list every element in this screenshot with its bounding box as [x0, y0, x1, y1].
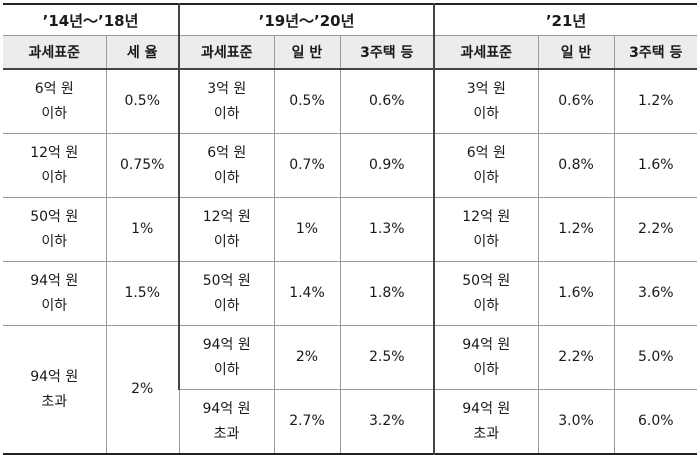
- p3-base-cell: 94억 원 초과: [433, 389, 539, 455]
- p1-rate-cell: 0.5%: [105, 68, 180, 134]
- p2-general-cell: 2.7%: [273, 389, 341, 455]
- period-header-2021: ’21년: [433, 3, 698, 36]
- p2-general-cell: 1%: [273, 197, 341, 262]
- p3-general-cell: 1.6%: [537, 261, 615, 326]
- p2-base-cell: 94억 원 이하: [178, 325, 275, 390]
- p2-base-cell: 3억 원 이하: [178, 68, 275, 134]
- p2-multi-cell: 1.3%: [339, 197, 435, 262]
- table-row: 94억 원 초과 2% 94억 원 이하 2% 2.5% 94억 원 이하 2.…: [3, 325, 698, 455]
- col-header-p3-multi: 3주택 등: [613, 35, 698, 70]
- p1-base-cell: 50억 원 이하: [3, 197, 107, 262]
- p2-base-cell: 50억 원 이하: [178, 261, 275, 326]
- p3-general-cell: 0.6%: [537, 68, 615, 134]
- p1-base-cell: 6억 원 이하: [3, 68, 107, 134]
- table-row: 94억 원 이하 1.5% 50억 원 이하 1.4% 1.8% 50억 원 이…: [3, 261, 698, 326]
- col-header-p2-base: 과세표준: [178, 35, 275, 70]
- table-row: 6억 원 이하 0.5% 3억 원 이하 0.5% 0.6% 3억 원 이하 0…: [3, 68, 698, 134]
- col-header-p2-general: 일 반: [273, 35, 341, 70]
- p3-general-cell: 0.8%: [537, 133, 615, 198]
- col-header-p3-base: 과세표준: [433, 35, 539, 70]
- period-header-2014-2018: ’14년～’18년: [3, 3, 180, 36]
- p2-multi-cell: 2.5%: [339, 325, 435, 390]
- p2-multi-cell: 0.6%: [339, 68, 435, 134]
- col-header-p2-multi: 3주택 등: [339, 35, 435, 70]
- p3-multi-cell: 3.6%: [613, 261, 698, 326]
- p1-rate-cell: 2%: [105, 325, 180, 455]
- p3-multi-cell: 5.0%: [613, 325, 698, 390]
- col-header-p1-base: 과세표준: [3, 35, 107, 70]
- tax-rate-table: ’14년～’18년 ’19년～’20년 ’21년 과세표준 세 율 과세표준 일…: [3, 3, 698, 455]
- p3-general-cell: 3.0%: [537, 389, 615, 455]
- p3-base-cell: 12억 원 이하: [433, 197, 539, 262]
- p3-general-cell: 1.2%: [537, 197, 615, 262]
- p3-base-cell: 94억 원 이하: [433, 325, 539, 390]
- p3-multi-cell: 1.6%: [613, 133, 698, 198]
- p1-base-cell: 94억 원 이하: [3, 261, 107, 326]
- p1-base-cell: 12억 원 이하: [3, 133, 107, 198]
- period-header-row: ’14년～’18년 ’19년～’20년 ’21년: [3, 3, 698, 36]
- p2-base-cell: 12억 원 이하: [178, 197, 275, 262]
- p1-rate-cell: 0.75%: [105, 133, 180, 198]
- p2-multi-cell: 0.9%: [339, 133, 435, 198]
- p2-general-cell: 2%: [273, 325, 341, 390]
- p3-base-cell: 6억 원 이하: [433, 133, 539, 198]
- p3-multi-cell: 2.2%: [613, 197, 698, 262]
- column-header-row: 과세표준 세 율 과세표준 일 반 3주택 등 과세표준 일 반 3주택 등: [3, 35, 698, 70]
- p2-general-cell: 0.7%: [273, 133, 341, 198]
- col-header-p1-rate: 세 율: [105, 35, 180, 70]
- p2-general-cell: 0.5%: [273, 68, 341, 134]
- p1-rate-cell: 1.5%: [105, 261, 180, 326]
- p3-base-cell: 3억 원 이하: [433, 68, 539, 134]
- table-row: 94억 원 초과 2.7% 3.2% 94억 원 초과 3.0% 6.0%: [3, 389, 698, 455]
- p3-base-cell: 50억 원 이하: [433, 261, 539, 326]
- p1-base-cell: 94억 원 초과: [3, 325, 107, 455]
- p2-multi-cell: 3.2%: [339, 389, 435, 455]
- col-header-p3-general: 일 반: [537, 35, 615, 70]
- table-row: 50억 원 이하 1% 12억 원 이하 1% 1.3% 12억 원 이하 1.…: [3, 197, 698, 262]
- p3-general-cell: 2.2%: [537, 325, 615, 390]
- p3-multi-cell: 1.2%: [613, 68, 698, 134]
- p2-multi-cell: 1.8%: [339, 261, 435, 326]
- period-header-2019-2020: ’19년～’20년: [177, 3, 435, 36]
- p2-general-cell: 1.4%: [273, 261, 341, 326]
- p2-base-cell: 94억 원 초과: [179, 389, 275, 455]
- p2-base-cell: 6억 원 이하: [178, 133, 275, 198]
- p1-rate-cell: 1%: [105, 197, 180, 262]
- table-row: 12억 원 이하 0.75% 6억 원 이하 0.7% 0.9% 6억 원 이하…: [3, 133, 698, 198]
- p3-multi-cell: 6.0%: [613, 389, 698, 455]
